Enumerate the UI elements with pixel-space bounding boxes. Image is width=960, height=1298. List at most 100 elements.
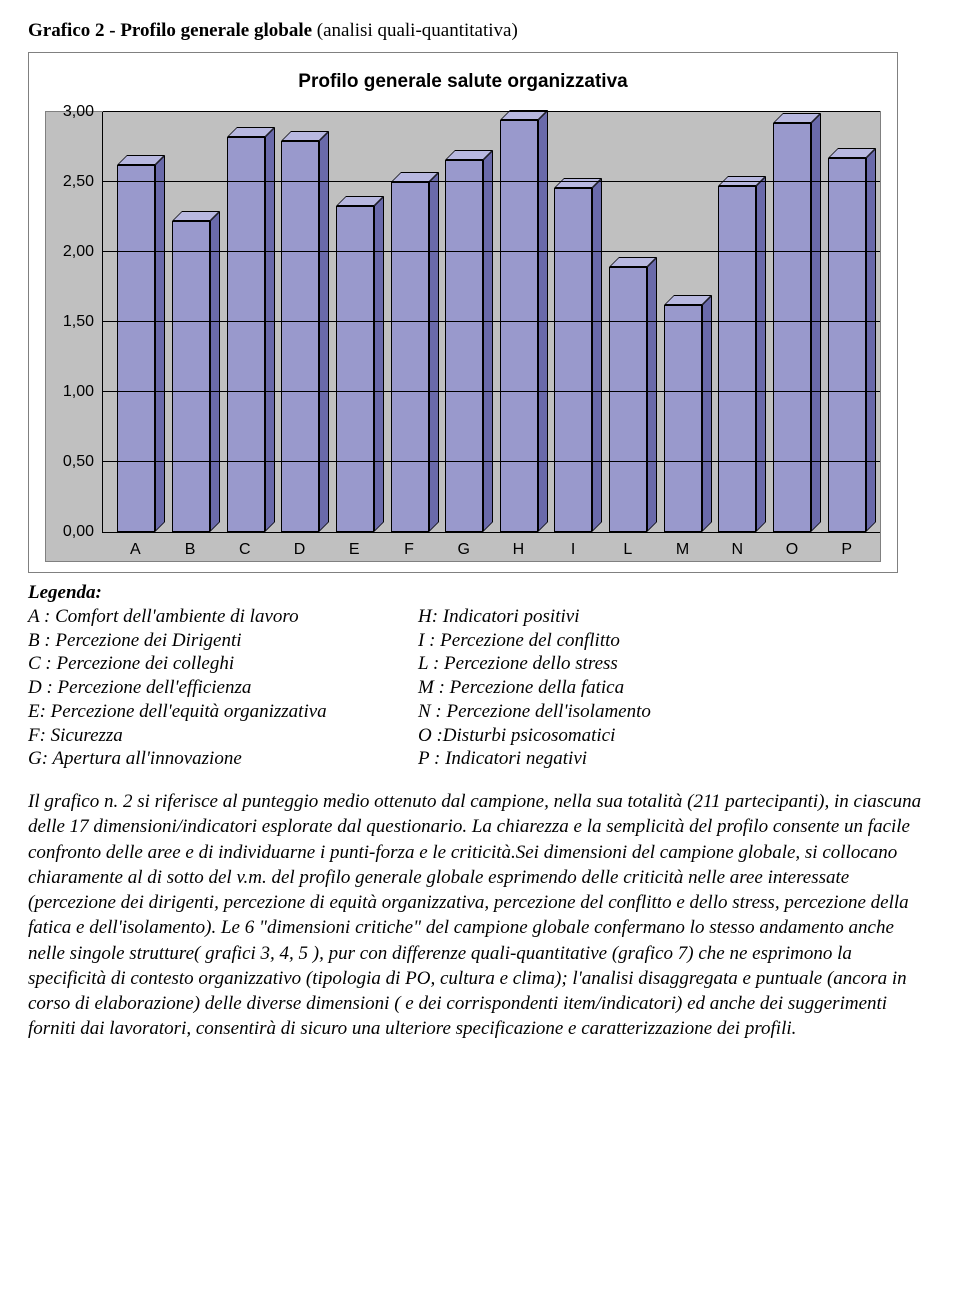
x-tick-label: O <box>765 541 820 559</box>
chart-title: Profilo generale salute organizzativa <box>45 71 881 93</box>
bar-side <box>592 178 602 532</box>
bar-slot <box>328 112 383 532</box>
figure-heading: Grafico 2 - Profilo generale globale (an… <box>28 20 932 42</box>
legend-item: D : Percezione dell'efficienza <box>28 676 418 700</box>
bar <box>500 120 538 532</box>
legend-item: I : Percezione del conflitto <box>418 629 932 653</box>
bar-slot <box>437 112 492 532</box>
bar-slot <box>218 112 273 532</box>
legend-item: G: Apertura all'innovazione <box>28 747 418 771</box>
y-tick-label: 2,50 <box>63 173 94 191</box>
legend-item: C : Percezione dei colleghi <box>28 652 418 676</box>
bar <box>336 206 374 532</box>
legend-item: O :Disturbi psicosomatici <box>418 724 932 748</box>
legend-item: N : Percezione dell'isolamento <box>418 700 932 724</box>
chart-container: Profilo generale salute organizzativa 0,… <box>28 52 898 573</box>
x-tick-label: D <box>272 541 327 559</box>
y-tick-label: 1,00 <box>63 383 94 401</box>
legend-item: F: Sicurezza <box>28 724 418 748</box>
legend-item: H: Indicatori positivi <box>418 605 932 629</box>
x-tick-label: N <box>710 541 765 559</box>
bar-front <box>609 267 647 532</box>
bar-side <box>756 176 766 532</box>
chart-plot-area <box>102 112 880 533</box>
bar <box>227 137 265 532</box>
bar-side <box>866 148 876 532</box>
x-axis-labels: ABCDEFGHILMNOP <box>102 533 880 561</box>
bar <box>172 221 210 532</box>
bar-front <box>773 123 811 532</box>
x-tick-label: E <box>327 541 382 559</box>
legend-item: L : Percezione dello stress <box>418 652 932 676</box>
y-axis-labels: 0,000,501,001,502,002,503,00 <box>46 112 102 532</box>
gridline <box>103 461 880 462</box>
legend-item: P : Indicatori negativi <box>418 747 932 771</box>
bar-side <box>210 211 220 532</box>
x-tick-label: C <box>217 541 272 559</box>
bar-front <box>718 186 756 532</box>
y-tick-label: 2,00 <box>63 243 94 261</box>
bar-front <box>281 141 319 532</box>
x-tick-label: I <box>546 541 601 559</box>
legend-item: B : Percezione dei Dirigenti <box>28 629 418 653</box>
bar-slot <box>655 112 710 532</box>
x-tick-label: G <box>436 541 491 559</box>
x-tick-label: A <box>108 541 163 559</box>
bar-slot <box>601 112 656 532</box>
y-tick-label: 0,00 <box>63 523 94 541</box>
bar-side <box>155 155 165 532</box>
bar-side <box>811 113 821 532</box>
bar-side <box>483 150 493 532</box>
bar-slot <box>164 112 219 532</box>
bar <box>391 182 429 532</box>
bar <box>718 186 756 532</box>
heading-rest: (analisi quali-quantitativa) <box>312 20 518 41</box>
gridline <box>103 391 880 392</box>
bar-front <box>828 158 866 532</box>
bar-side <box>702 295 712 532</box>
bar-slot <box>109 112 164 532</box>
chart-bars <box>103 112 880 532</box>
bar-front <box>117 165 155 532</box>
bar-slot <box>546 112 601 532</box>
legend-col-right: H: Indicatori positiviI : Percezione del… <box>418 605 932 771</box>
gridline <box>103 251 880 252</box>
bar-slot <box>491 112 546 532</box>
body-paragraph: Il grafico n. 2 si riferisce al punteggi… <box>28 789 932 1042</box>
x-tick-label: F <box>382 541 437 559</box>
bar-side <box>647 257 657 532</box>
bar-slot <box>819 112 874 532</box>
legend-item: M : Percezione della fatica <box>418 676 932 700</box>
x-tick-label: P <box>819 541 874 559</box>
bar <box>281 141 319 532</box>
legend-col-left: A : Comfort dell'ambiente di lavoroB : P… <box>28 605 418 771</box>
x-tick-label: M <box>655 541 710 559</box>
bar-side <box>319 131 329 532</box>
legend-heading: Legenda: <box>28 581 932 605</box>
bar-slot <box>765 112 820 532</box>
legend: Legenda: A : Comfort dell'ambiente di la… <box>28 581 932 771</box>
bar-slot <box>710 112 765 532</box>
bar-front <box>172 221 210 532</box>
bar-front <box>500 120 538 532</box>
bar <box>828 158 866 532</box>
bar-front <box>336 206 374 532</box>
bar-side <box>429 172 439 532</box>
bar-front <box>445 160 483 532</box>
gridline <box>103 321 880 322</box>
bar <box>554 188 592 532</box>
bar-front <box>391 182 429 532</box>
bar-slot <box>273 112 328 532</box>
bar-slot <box>382 112 437 532</box>
x-tick-label: H <box>491 541 546 559</box>
bar-side <box>265 127 275 532</box>
y-tick-label: 0,50 <box>63 453 94 471</box>
legend-item: A : Comfort dell'ambiente di lavoro <box>28 605 418 629</box>
bar <box>664 305 702 532</box>
gridline <box>103 181 880 182</box>
y-tick-label: 1,50 <box>63 313 94 331</box>
bar <box>117 165 155 532</box>
bar <box>773 123 811 532</box>
bar <box>445 160 483 532</box>
bar <box>609 267 647 532</box>
